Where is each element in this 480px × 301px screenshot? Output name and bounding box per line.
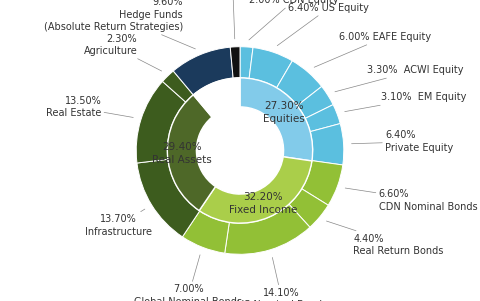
- Text: 13.50%
Real Estate: 13.50% Real Estate: [46, 96, 133, 118]
- Wedge shape: [136, 82, 186, 163]
- Wedge shape: [173, 47, 233, 95]
- Text: 29.40%
Real Assets: 29.40% Real Assets: [152, 142, 212, 165]
- Text: 6.00% EAFE Equity: 6.00% EAFE Equity: [314, 32, 431, 67]
- Wedge shape: [249, 48, 292, 88]
- Text: 4.40%
Real Return Bonds: 4.40% Real Return Bonds: [326, 221, 444, 256]
- Wedge shape: [310, 123, 344, 165]
- Text: 27.30%
Equities: 27.30% Equities: [263, 101, 305, 124]
- Wedge shape: [305, 105, 340, 132]
- Wedge shape: [289, 189, 328, 227]
- Text: 14.10%
US Nominal Bonds: 14.10% US Nominal Bonds: [237, 257, 327, 301]
- Wedge shape: [137, 159, 200, 237]
- Wedge shape: [240, 47, 253, 79]
- Text: 13.70%
Infrastructure: 13.70% Infrastructure: [84, 209, 152, 237]
- Text: 32.20%
Fixed Income: 32.20% Fixed Income: [229, 192, 298, 215]
- Wedge shape: [225, 204, 310, 254]
- Text: 1.50%
Cash: 1.50% Cash: [217, 0, 248, 39]
- Text: 2.30%
Agriculture: 2.30% Agriculture: [84, 33, 162, 71]
- Wedge shape: [193, 78, 240, 117]
- Wedge shape: [297, 86, 333, 118]
- Text: 2.00% CDN Equity: 2.00% CDN Equity: [249, 0, 339, 40]
- Wedge shape: [230, 47, 240, 78]
- Text: 6.40% US Equity: 6.40% US Equity: [277, 3, 369, 46]
- Wedge shape: [276, 61, 322, 106]
- Wedge shape: [199, 157, 312, 223]
- Text: 6.60%
CDN Nominal Bonds: 6.60% CDN Nominal Bonds: [345, 188, 477, 212]
- Wedge shape: [182, 211, 229, 253]
- Wedge shape: [240, 78, 312, 161]
- Text: 3.30%  ACWI Equity: 3.30% ACWI Equity: [335, 65, 464, 92]
- Wedge shape: [163, 71, 193, 102]
- Wedge shape: [302, 161, 343, 205]
- Text: 7.00%
Global Nominal Bonds: 7.00% Global Nominal Bonds: [134, 255, 242, 301]
- Text: 3.10%  EM Equity: 3.10% EM Equity: [345, 92, 466, 112]
- Text: 6.40%
Private Equity: 6.40% Private Equity: [351, 130, 453, 153]
- Text: 9.60%
Hedge Funds
(Absolute Return Strategies): 9.60% Hedge Funds (Absolute Return Strat…: [44, 0, 195, 49]
- Wedge shape: [168, 95, 216, 211]
